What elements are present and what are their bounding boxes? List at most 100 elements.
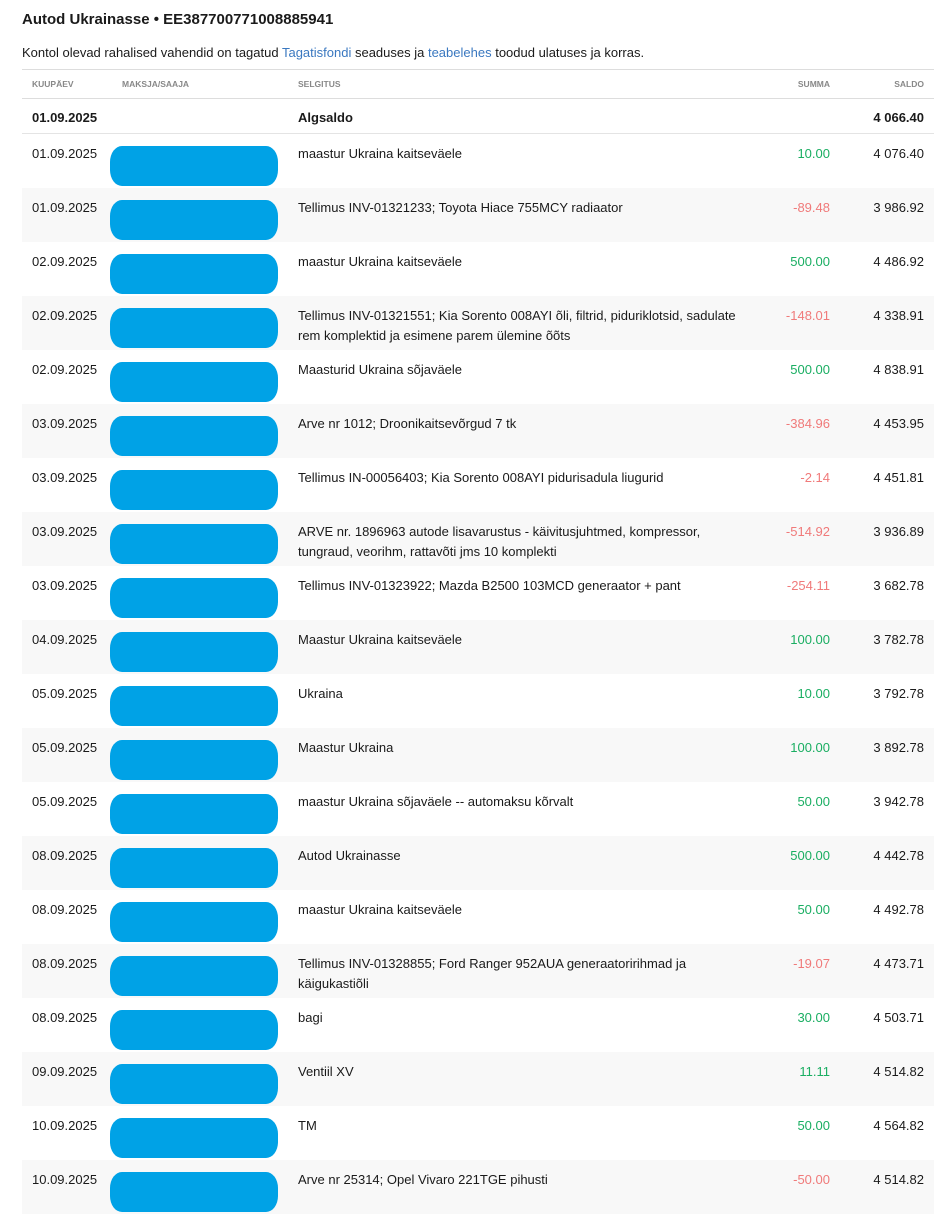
payer xyxy=(110,134,288,189)
description: maastur Ukraina kaitseväele xyxy=(298,902,463,917)
table-row[interactable]: 03.09.2025 Tellimus IN-00056403; Kia Sor… xyxy=(22,458,934,512)
table-row[interactable]: 09.09.2025 Ventiil XV 11.11 4 514.82 xyxy=(22,1052,934,1106)
description: maastur Ukraina sõjaväele -- automaksu k… xyxy=(298,794,574,809)
balance: 3 682.78 xyxy=(873,578,924,593)
col-payer: MAKSJA/SAAJA xyxy=(112,69,288,99)
payer xyxy=(110,674,288,728)
description: Maasturid Ukraina sõjaväele xyxy=(298,362,463,377)
table-row[interactable]: 02.09.2025 Maasturid Ukraina sõjaväele 5… xyxy=(22,350,934,404)
note-text: Kontol olevad rahalised vahendid on taga… xyxy=(22,45,282,60)
payer xyxy=(110,350,288,404)
balance: 4 486.92 xyxy=(873,254,924,269)
description: TM xyxy=(298,1118,317,1133)
amount: -89.48 xyxy=(750,188,840,242)
payer xyxy=(112,98,288,134)
payer xyxy=(110,566,288,620)
col-balance: SALDO xyxy=(840,69,934,99)
table-row[interactable]: 01.09.2025 maastur Ukraina kaitseväele 1… xyxy=(22,134,934,189)
amount: -514.92 xyxy=(750,512,840,566)
balance: 4 338.91 xyxy=(840,296,934,350)
table-row[interactable]: 05.09.2025 Ukraina 10.00 3 792.78 xyxy=(22,674,934,728)
table-row[interactable]: 08.09.2025 Tellimus INV-01328855; Ford R… xyxy=(22,944,934,998)
date: 08.09.2025 xyxy=(22,944,112,998)
table-row[interactable]: 02.09.2025 Tellimus INV-01321551; Kia So… xyxy=(22,296,934,350)
description: Tellimus INV-01323922; Mazda B2500 103MC… xyxy=(298,578,681,593)
balance: 4 514.82 xyxy=(840,1052,934,1106)
table-row[interactable]: 01.09.2025 Tellimus INV-01321233; Toyota… xyxy=(22,188,934,242)
payer xyxy=(110,1160,288,1214)
table-row[interactable]: 08.09.2025 maastur Ukraina kaitseväele 5… xyxy=(22,890,934,944)
redaction-blob xyxy=(110,578,278,618)
balance: 3 782.78 xyxy=(840,620,934,674)
description: Ventiil XV xyxy=(288,1052,750,1106)
description: Algsaldo xyxy=(288,98,750,134)
payer xyxy=(110,998,288,1052)
page-title: Autod Ukrainasse • EE387700771008885941 xyxy=(22,11,334,28)
description: maastur Ukraina kaitseväele xyxy=(298,146,463,161)
payer xyxy=(110,620,288,674)
description: Tellimus INV-01321551; Kia Sorento 008AY… xyxy=(288,296,750,350)
table-row[interactable]: 02.09.2025 maastur Ukraina kaitseväele 5… xyxy=(22,242,934,296)
balance: 4 492.78 xyxy=(873,902,924,917)
balance: 3 892.78 xyxy=(840,728,934,782)
amount: -19.07 xyxy=(750,944,840,998)
amount: 11.11 xyxy=(750,1052,840,1106)
date: 05.09.2025 xyxy=(32,794,98,809)
table-row[interactable]: 05.09.2025 maastur Ukraina sõjaväele -- … xyxy=(22,782,934,836)
amount: 50.00 xyxy=(797,794,830,809)
date: 05.09.2025 xyxy=(22,728,112,782)
description: ARVE nr. 1896963 autode lisavarustus - k… xyxy=(288,512,750,566)
description: bagi xyxy=(298,1010,323,1025)
balance: 3 986.92 xyxy=(840,188,934,242)
balance: 4 442.78 xyxy=(840,836,934,890)
balance: 4 066.40 xyxy=(840,98,934,134)
payer xyxy=(110,512,288,566)
amount: 50.00 xyxy=(797,1118,830,1133)
transactions-table: KUUPÄEV MAKSJA/SAAJA SELGITUS SUMMA SALD… xyxy=(22,69,934,1214)
balance: 4 838.91 xyxy=(873,362,924,377)
balance: 3 936.89 xyxy=(840,512,934,566)
amount: 50.00 xyxy=(797,902,830,917)
date: 10.09.2025 xyxy=(32,1118,98,1133)
date: 02.09.2025 xyxy=(32,362,98,377)
table-row[interactable]: 10.09.2025 Arve nr 25314; Opel Vivaro 22… xyxy=(22,1160,934,1214)
table-row[interactable]: 05.09.2025 Maastur Ukraina 100.00 3 892.… xyxy=(22,728,934,782)
opening-balance-row: 01.09.2025 Algsaldo 4 066.40 xyxy=(22,98,934,134)
amount: 10.00 xyxy=(797,686,830,701)
balance: 3 792.78 xyxy=(873,686,924,701)
table-row[interactable]: 08.09.2025 Autod Ukrainasse 500.00 4 442… xyxy=(22,836,934,890)
tagatisfondi-link[interactable]: Tagatisfondi xyxy=(281,45,352,60)
date: 01.09.2025 xyxy=(32,146,98,161)
redaction-blob xyxy=(110,794,278,834)
description: Ukraina xyxy=(298,686,343,701)
table-header: KUUPÄEV MAKSJA/SAAJA SELGITUS SUMMA SALD… xyxy=(22,69,934,99)
table-row[interactable]: 03.09.2025 ARVE nr. 1896963 autode lisav… xyxy=(22,512,934,566)
amount: -50.00 xyxy=(750,1160,840,1214)
redaction-blob xyxy=(110,1010,278,1050)
redaction-blob xyxy=(110,902,278,942)
balance: 4 076.40 xyxy=(873,146,924,161)
table-row[interactable]: 03.09.2025 Tellimus INV-01323922; Mazda … xyxy=(22,566,934,620)
payer xyxy=(110,728,288,782)
redaction-blob xyxy=(110,524,278,564)
date: 01.09.2025 xyxy=(22,188,112,242)
teabelehes-link[interactable]: teabelehes xyxy=(427,45,492,60)
amount: 100.00 xyxy=(750,620,840,674)
note-text: seaduses ja xyxy=(351,45,428,60)
description: Tellimus INV-01321233; Toyota Hiace 755M… xyxy=(288,188,750,242)
date: 04.09.2025 xyxy=(22,620,112,674)
amount: -254.11 xyxy=(786,578,830,593)
balance: 4 451.81 xyxy=(873,470,924,485)
table-row[interactable]: 10.09.2025 TM 50.00 4 564.82 xyxy=(22,1106,934,1160)
description: Tellimus IN-00056403; Kia Sorento 008AYI… xyxy=(298,470,664,485)
date: 03.09.2025 xyxy=(22,512,112,566)
date: 05.09.2025 xyxy=(32,686,98,701)
table-row[interactable]: 08.09.2025 bagi 30.00 4 503.71 xyxy=(22,998,934,1052)
note-text: toodud ulatuses ja korras. xyxy=(491,45,645,60)
table-row[interactable]: 04.09.2025 Maastur Ukraina kaitseväele 1… xyxy=(22,620,934,674)
table-row[interactable]: 03.09.2025 Arve nr 1012; Droonikaitsevõr… xyxy=(22,404,934,458)
col-description: SELGITUS xyxy=(288,69,750,99)
date: 03.09.2025 xyxy=(32,470,98,485)
amount: 30.00 xyxy=(797,1010,830,1025)
date: 02.09.2025 xyxy=(32,254,98,269)
